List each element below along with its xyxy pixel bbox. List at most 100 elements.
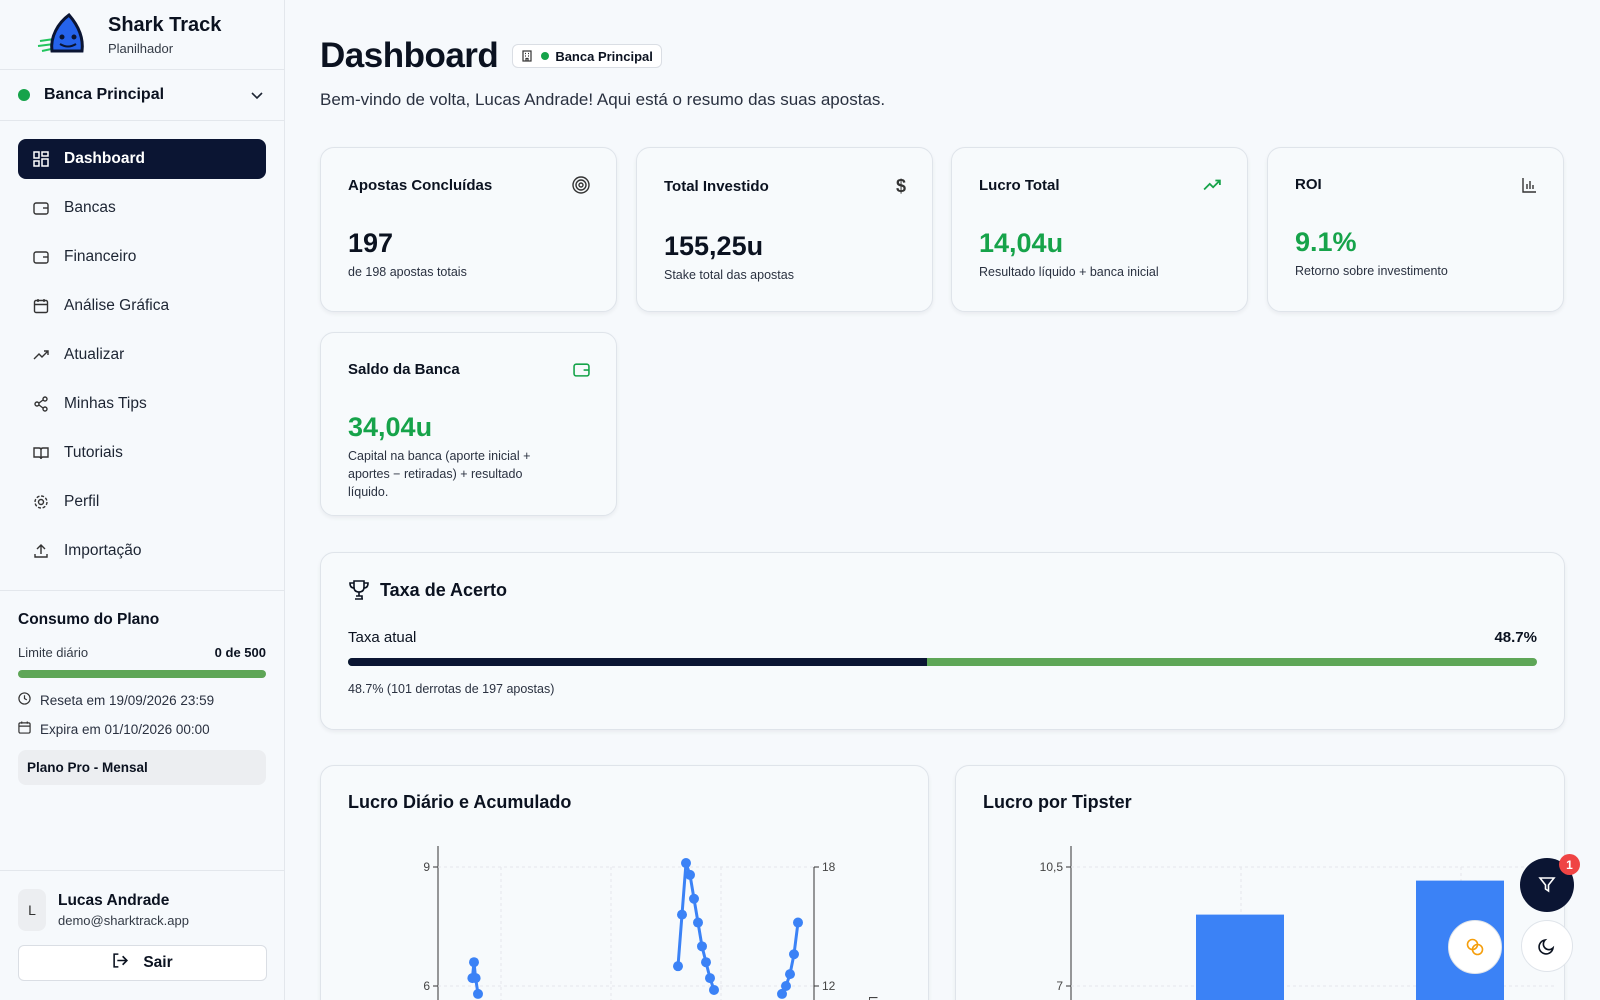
wallet-icon [573,363,590,377]
plan-reset-line: Reseta em 19/09/2026 23:59 [18,692,266,708]
stat-card-value: 14,04u [979,228,1064,258]
moon-icon [1538,938,1555,955]
sidebar-item-label: Financeiro [64,248,137,265]
plan-usage: Consumo do Plano Limite diário 0 de 500 … [0,591,284,805]
data-point [693,917,703,928]
stat-card-value: 155,25u [664,231,764,261]
bank-status-dot [18,89,30,101]
stat-card-total-investido: Total Investido $ 155,25u Stake total da… [636,147,933,312]
plan-name-badge: Plano Pro - Mensal [18,750,266,785]
left-tick-label: 6 [423,979,430,993]
grid-icon [32,150,50,168]
brand[interactable]: Shark Track Planilhador [0,0,284,70]
page-title: Dashboard [320,36,499,75]
filter-icon [1538,877,1556,893]
sidebar-item-tutoriais[interactable]: Tutoriais [18,433,266,473]
series-line [676,862,716,991]
data-point [469,957,479,968]
sidebar-item-analise-grafica[interactable]: Análise Gráfica [18,286,266,326]
plan-expire-line: Expira em 01/10/2026 00:00 [18,721,266,737]
line-chart: 9 18 6 12 Lucr [423,846,880,1000]
sidebar-item-dashboard[interactable]: Dashboard [18,139,266,179]
hit-rate-value: 48.7% [1494,629,1537,646]
coins-button[interactable] [1448,920,1502,974]
stat-card-header: Saldo da Banca [321,333,616,378]
bank-selector-label: Banca Principal [44,86,165,103]
plan-limit-label: Limite diário [18,645,89,660]
left-tick-label: 9 [423,860,430,874]
data-point [785,969,795,980]
bar-chart: 10,57 [1040,846,1556,1000]
plan-reset-text: Reseta em 19/09/2026 23:59 [40,692,215,708]
sidebar-item-bancas[interactable]: Bancas [18,188,266,228]
building-icon [522,50,532,62]
data-point [689,893,699,904]
chart-title: Lucro por Tipster [983,792,1132,812]
user-email: demo@sharktrack.app [58,913,189,928]
plan-limit-row: Limite diário 0 de 500 [18,645,266,660]
sidebar-item-label: Minhas Tips [64,395,147,412]
user-panel: L Lucas Andrade demo@sharktrack.app Sair [0,870,285,1000]
data-point [701,957,711,968]
chart-title: Lucro Diário e Acumulado [348,792,572,812]
trending-up-icon [1203,179,1221,191]
calendar-icon [18,721,32,737]
right-axis-label: Lucr [866,996,880,1000]
right-tick-label: 12 [822,979,836,993]
y-tick-label: 7 [1056,979,1063,993]
data-point [697,941,707,952]
hit-rate-label: Taxa atual [348,629,417,646]
upload-icon [32,542,50,560]
stat-card-description: Capital na banca (aporte inicial + aport… [348,449,531,499]
stat-card-title: Total Investido [664,178,769,195]
y-tick-label: 10,5 [1040,860,1064,874]
trophy-icon [349,580,369,600]
data-point [673,961,683,972]
wallet-icon [32,199,50,217]
stat-card-header: Apostas Concluídas [321,148,616,194]
sidebar-item-label: Dashboard [64,150,145,167]
wallet-icon [32,248,50,266]
stat-card-lucro-total: Lucro Total 14,04u Resultado líquido + b… [951,147,1248,312]
shark-logo-icon [37,12,84,52]
brand-subtitle: Planilhador [108,40,174,56]
sidebar-item-atualizar[interactable]: Atualizar [18,335,266,375]
sidebar: Shark Track Planilhador Banca Principal … [0,0,285,1000]
filter-count-badge: 1 [1559,854,1580,875]
data-point [781,981,791,991]
stat-card-saldo-banca: Saldo da Banca 34,04u Capital na banca (… [320,332,617,516]
plan-title: Consumo do Plano [18,611,160,628]
dollar-icon: $ [895,176,906,196]
data-point [777,988,787,999]
bank-selector[interactable]: Banca Principal [0,70,284,121]
hit-rate-progress-bar [348,658,1537,666]
calendar-icon [32,297,50,315]
theme-toggle-button[interactable] [1521,920,1573,972]
avatar: L [18,889,46,931]
data-point [789,949,799,960]
stat-card-header: ROI [1268,148,1563,193]
stat-card-description: Retorno sobre investimento [1295,264,1448,278]
data-point [470,973,481,984]
hit-rate-header: Taxa de Acerto [321,553,1564,601]
stat-card-header: Lucro Total [952,148,1247,194]
bank-chip-status-dot [541,52,550,60]
sidebar-item-perfil[interactable]: Perfil [18,482,266,522]
series-line [470,962,480,995]
filter-button[interactable]: 1 [1520,854,1580,912]
sidebar-item-financeiro[interactable]: Financeiro [18,237,266,277]
sidebar-item-label: Atualizar [64,346,125,363]
user-info: L Lucas Andrade demo@sharktrack.app [18,889,267,931]
hit-rate-row: Taxa atual 48.7% [321,601,1564,646]
share-icon [32,395,50,413]
hit-rate-card: Taxa de Acerto Taxa atual 48.7% 48.7% (1… [320,552,1565,730]
sidebar-item-importacao[interactable]: Importação [18,531,266,571]
sidebar-item-label: Análise Gráfica [64,297,170,314]
hit-rate-progress-fill [348,658,928,666]
sidebar-item-minhas-tips[interactable]: Minhas Tips [18,384,266,424]
chart-card-daily-profit: Lucro Diário e Acumulado 9 18 6 12 Lucr [320,765,929,1000]
stat-card-apostas-concluidas: Apostas Concluídas 197 de 198 apostas to… [320,147,617,312]
gear-icon [32,493,50,511]
logout-icon [112,952,129,974]
logout-button[interactable]: Sair [18,945,267,981]
